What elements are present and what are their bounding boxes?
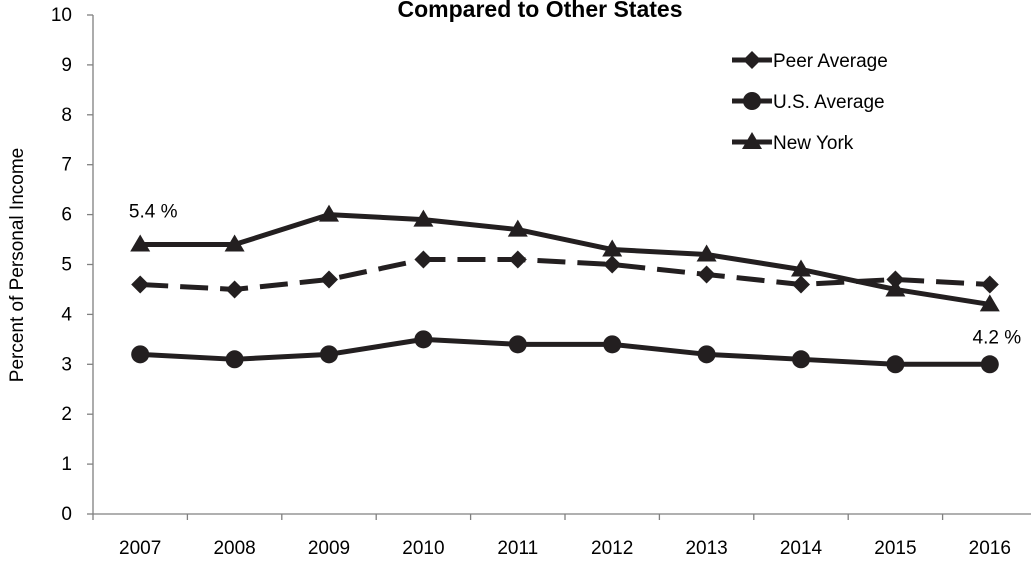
data-point: [791, 259, 811, 277]
series-u-s-average: [131, 330, 999, 374]
x-tick-label: 2011: [497, 538, 538, 556]
data-point: [507, 219, 528, 237]
data-point: [130, 234, 151, 252]
data-point: [225, 350, 244, 369]
y-tick-label: 4: [61, 304, 72, 325]
data-point: [320, 345, 338, 364]
data-point: [414, 330, 433, 349]
data-point: [414, 250, 433, 269]
series-line: [140, 257, 990, 292]
data-point: [792, 275, 810, 294]
data-point: [603, 335, 622, 354]
data-point: [413, 209, 434, 227]
data-point: [131, 345, 150, 364]
legend: Peer Average U.S. Average New York: [732, 51, 888, 154]
legend-item-new-york: New York: [732, 132, 854, 154]
data-point: [697, 345, 716, 364]
x-tick-label: 2014: [780, 538, 823, 556]
annotation-layer: 5.4 % 4.2 %: [129, 202, 1021, 349]
y-tick-label: 6: [61, 205, 72, 226]
x-tick-label: 2007: [119, 538, 161, 556]
y-tick-label: 5: [61, 255, 72, 276]
legend-item-u-s-average: U.S. Average: [732, 92, 885, 113]
x-tick-label: 2012: [591, 538, 633, 556]
x-tick-label: 2008: [213, 538, 255, 556]
data-point: [792, 350, 810, 369]
y-tick-label: 8: [61, 105, 72, 126]
y-tick-label: 2: [61, 404, 72, 425]
data-point: [602, 239, 623, 257]
data-point: [320, 270, 338, 289]
chart-title: Compared to Other States: [398, 0, 683, 22]
series-line: [140, 212, 991, 307]
data-point: [885, 279, 906, 297]
series-peer-average: [131, 250, 999, 299]
y-tick-label: 0: [61, 504, 72, 525]
data-point: [696, 244, 717, 262]
data-point: [319, 204, 339, 222]
series-layer: [130, 204, 1000, 374]
series-new-york: [130, 204, 1000, 312]
data-point: [979, 294, 1000, 312]
data-label: 5.4 %: [129, 202, 178, 223]
data-point: [224, 234, 245, 252]
legend-marker: [743, 92, 761, 110]
legend-item-peer-average: Peer Average: [732, 51, 888, 72]
x-tick-label: 2010: [402, 538, 444, 556]
x-tick-label: 2015: [874, 538, 916, 556]
x-tick-label: 2016: [969, 538, 1011, 556]
series-line: [140, 336, 990, 367]
y-axis-title: Percent of Personal Income: [7, 148, 28, 382]
data-point: [225, 280, 244, 299]
data-point: [886, 355, 905, 374]
data-point: [508, 335, 527, 354]
y-tick-label: 1: [61, 454, 72, 475]
y-tick-label: 7: [61, 155, 72, 176]
x-tick-label: 2009: [308, 538, 350, 556]
legend-marker: [743, 51, 761, 69]
data-point: [697, 265, 716, 284]
legend-marker: [742, 132, 762, 149]
y-tick-label: 10: [51, 5, 72, 26]
y-tick-label: 3: [61, 354, 72, 375]
data-point: [508, 250, 527, 269]
legend-label: Peer Average: [773, 51, 888, 72]
axes: 0 1 2 3 4 5 6 7 8 9 10 2007 2008 2009 2010 2011 2012 2013…: [51, 5, 1031, 559]
data-point: [131, 275, 150, 294]
data-label: 4.2 %: [973, 327, 1022, 348]
data-point: [980, 275, 999, 294]
legend-label: U.S. Average: [773, 92, 885, 113]
data-point: [603, 255, 622, 274]
data-point: [980, 355, 999, 374]
x-tick-label: 2013: [685, 538, 727, 556]
y-tick-label: 9: [61, 55, 72, 76]
legend-label: New York: [773, 133, 854, 154]
